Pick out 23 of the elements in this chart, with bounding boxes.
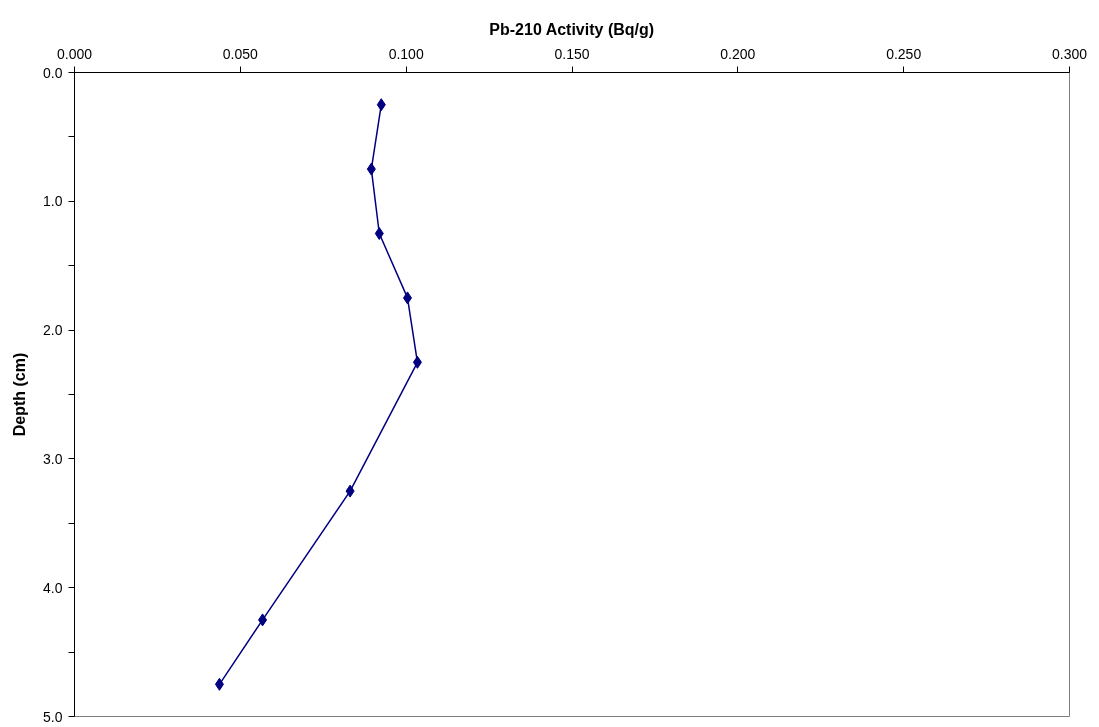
y-axis-title: Depth (cm) xyxy=(11,352,29,437)
x-tick-label: 0.000 xyxy=(56,45,93,62)
x-axis-title: Pb-210 Activity (Bq/g) xyxy=(489,20,655,38)
point xyxy=(258,613,268,627)
point xyxy=(402,291,412,305)
x-tick-label: 0.150 xyxy=(554,45,590,62)
x-tick-label: 0.100 xyxy=(388,45,424,62)
point xyxy=(214,677,224,691)
y-tick-label: 5.0 xyxy=(43,708,63,725)
y-tick-label: 3.0 xyxy=(43,450,63,467)
point xyxy=(345,484,355,498)
y-tick-label: 2.0 xyxy=(43,322,63,339)
x-tick-label: 0.250 xyxy=(886,45,922,62)
point xyxy=(412,355,422,369)
y-tick-label: 0.0 xyxy=(43,64,63,81)
y-tick-label: 1.0 xyxy=(43,193,63,210)
x-tick-label: 0.200 xyxy=(720,45,756,62)
y-tick-label: 4.0 xyxy=(43,579,63,596)
point xyxy=(366,162,376,176)
point xyxy=(376,98,386,112)
x-tick-label: 0.300 xyxy=(1051,45,1088,62)
point xyxy=(374,227,384,240)
x-tick-label: 0.050 xyxy=(222,45,259,62)
